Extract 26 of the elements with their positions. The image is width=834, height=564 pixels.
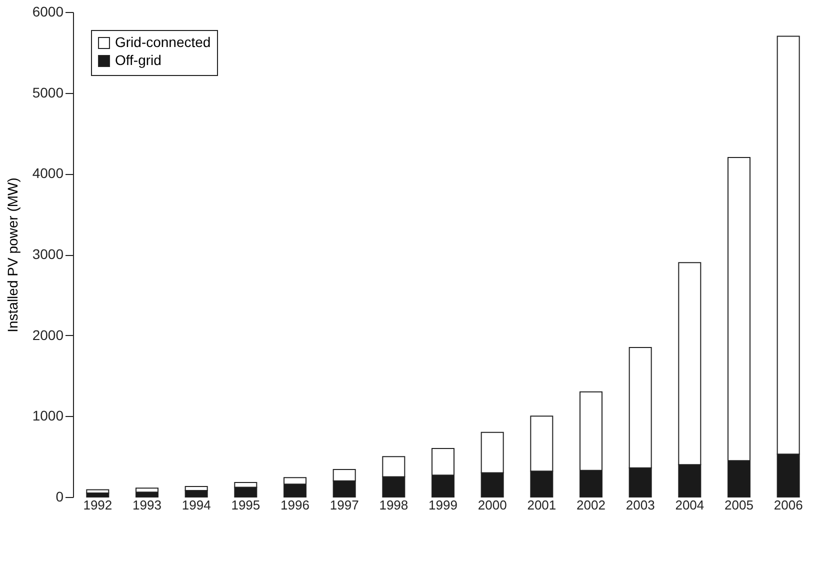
x-tick-label: 1997 [330,498,359,512]
y-tick-label: 5000 [32,84,64,100]
x-tick-label: 2001 [527,498,556,512]
legend-label: Off-grid [115,52,162,68]
y-tick-label: 0 [56,488,64,504]
x-tick-label: 1999 [428,498,458,512]
x-tick-label: 1995 [231,498,260,512]
legend-label: Grid-connected [115,34,211,50]
bar [86,489,110,494]
x-tick-label: 2003 [626,498,655,512]
x-tick-label: 2005 [724,498,754,512]
y-tick-label: 1000 [32,408,64,424]
x-tick-label: 2004 [675,498,704,512]
x-tick-label: 2002 [576,498,606,512]
x-tick-label: 1992 [83,498,112,512]
x-tick-label: 2006 [774,498,803,512]
x-tick-label: 1996 [280,498,310,512]
y-tick-label: 6000 [32,4,64,20]
y-tick-label: 3000 [32,246,64,262]
x-tick-label: 1993 [132,498,162,512]
y-tick-label: 2000 [32,326,64,343]
x-tick-label: 1994 [182,498,211,512]
y-axis-title: Installed PV power (MW) [4,178,20,332]
x-tick-label: 1998 [379,498,408,512]
y-tick-label: 4000 [32,165,64,182]
x-tick-label: 2000 [478,498,507,512]
